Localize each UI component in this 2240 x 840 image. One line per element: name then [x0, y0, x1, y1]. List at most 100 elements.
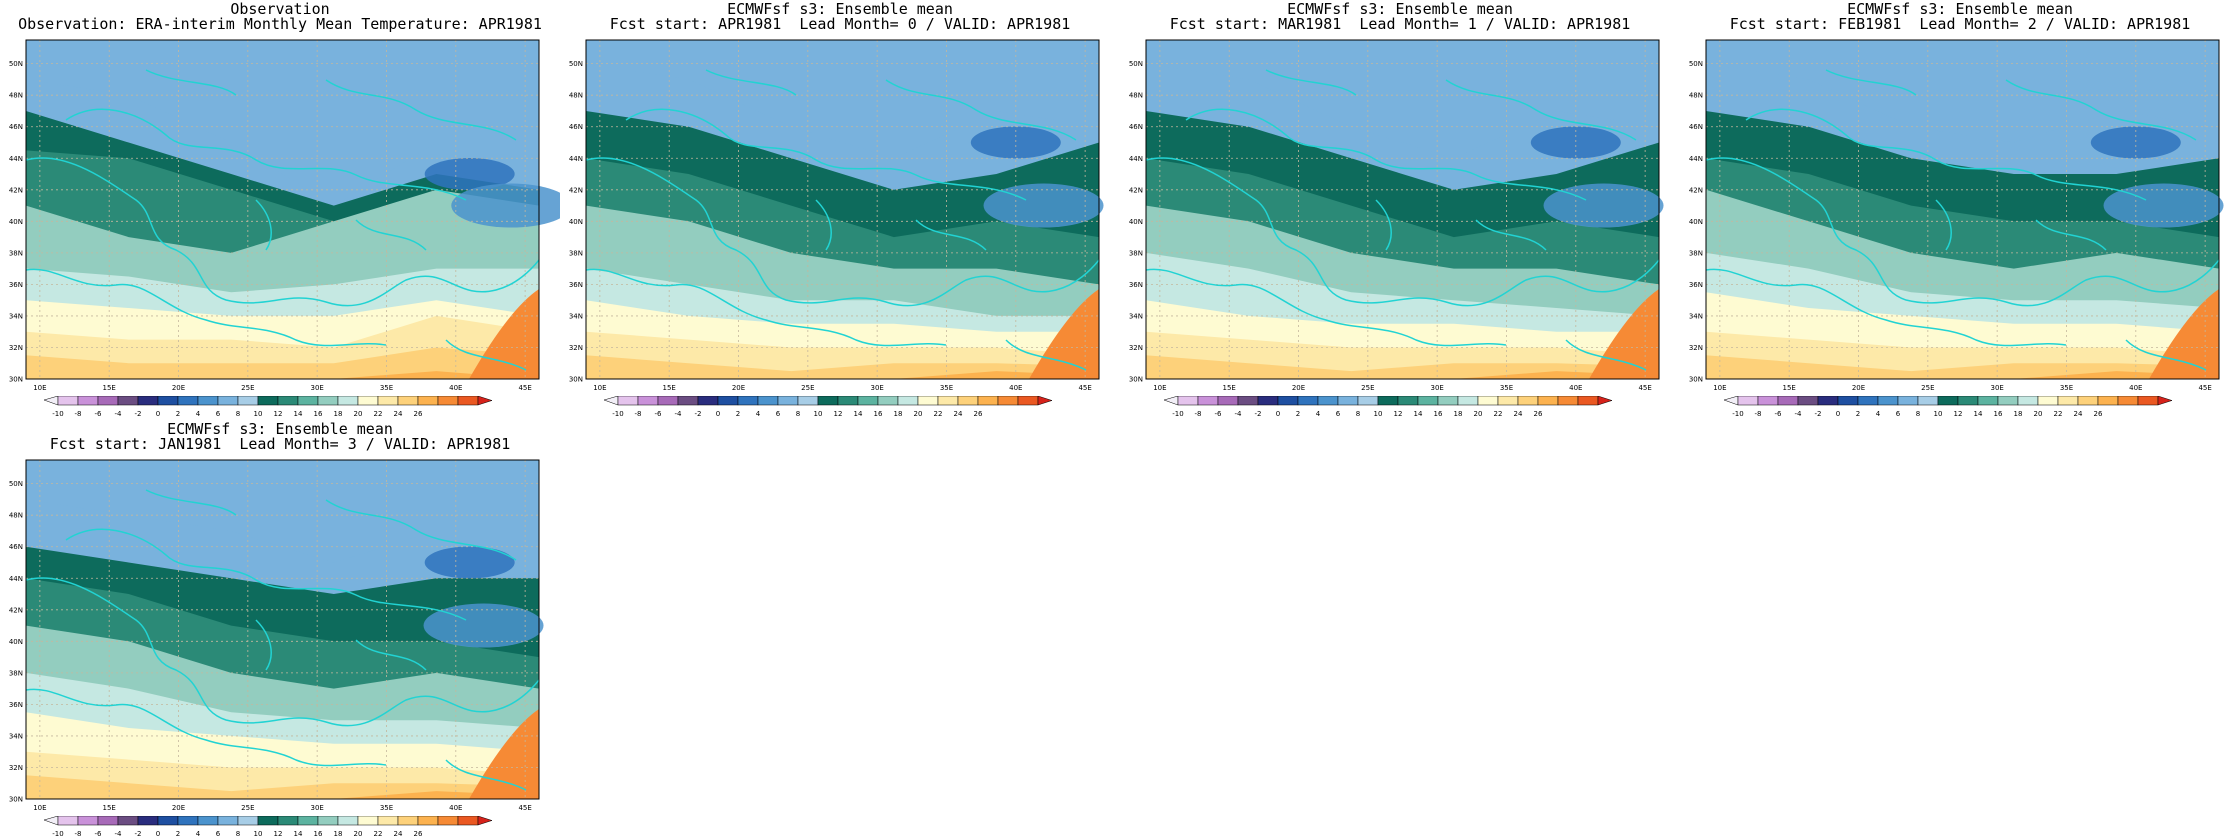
map-panel: Observation Observation: ERA-interim Mont… — [0, 0, 560, 420]
lat-tick-label: 42N — [569, 186, 583, 194]
colorbar-swatch — [297, 816, 319, 826]
colorbar-swatch — [1497, 396, 1519, 406]
lat-tick-label: 46N — [9, 123, 23, 131]
coastline — [145, 489, 517, 561]
temperature-band — [26, 371, 539, 379]
colorbar: -10 -8 -6 -4 -2 0 2 4 6 8 10 12 14 16 18 20 22 24 26 — [43, 396, 493, 418]
lon-tick-label: 15E — [103, 804, 116, 812]
colorbar-swatch — [357, 816, 379, 826]
lon-tick-label: 25E — [241, 384, 254, 392]
lat-tick-label: 44N — [569, 155, 583, 163]
lon-tick-label: 40E — [2129, 384, 2142, 392]
colorbar-label: 8 — [236, 410, 240, 418]
colorbar-swatch — [2137, 396, 2159, 406]
colorbar-label: 22 — [2054, 410, 2063, 418]
temperature-band — [1706, 371, 2219, 379]
lat-tick-label: 50N — [1129, 60, 1143, 68]
lon-tick-label: 30E — [310, 804, 323, 812]
colorbar-label: 6 — [776, 410, 781, 418]
lon-tick-label: 10E — [1713, 384, 1726, 392]
colorbar-swatch — [277, 816, 299, 826]
lon-tick-label: 20E — [172, 384, 185, 392]
lat-tick-label: 48N — [9, 92, 23, 100]
colorbar-label: 12 — [1954, 410, 1963, 418]
lat-tick-label: 32N — [1689, 344, 1703, 352]
lat-tick-label: 50N — [569, 60, 583, 68]
lat-tick-label: 32N — [9, 344, 23, 352]
coastline — [25, 157, 540, 307]
colorbar-label: 10 — [1374, 410, 1383, 418]
colorbar-label: -2 — [135, 410, 142, 418]
colorbar-label: -4 — [115, 410, 123, 418]
lon-tick-label: 40E — [1569, 384, 1582, 392]
panel-subtitle: Fcst start: JAN1981 Lead Month= 3 / VALI… — [49, 435, 511, 453]
colorbar-swatch — [1457, 396, 1479, 406]
map-panel: ECMWFsf s3: Ensemble mean Fcst start: APR… — [560, 0, 1120, 420]
lat-tick-label: 40N — [1129, 218, 1143, 226]
colorbar-swatch — [1517, 396, 1539, 406]
lat-tick-label: 48N — [1689, 92, 1703, 100]
colorbar-swatch — [117, 816, 139, 826]
colorbar-label: 16 — [314, 410, 323, 418]
colorbar-label: 26 — [414, 410, 423, 418]
colorbar-label: -2 — [1255, 410, 1262, 418]
colorbar-swatch — [437, 396, 459, 406]
coastline — [1185, 108, 1587, 201]
colorbar-label: 18 — [334, 830, 343, 838]
colorbar-swatch — [1837, 396, 1859, 406]
colorbar-label: 6 — [1336, 410, 1341, 418]
colorbar-swatch — [437, 816, 459, 826]
colorbar-swatch — [1577, 396, 1599, 406]
coastline — [1705, 268, 2067, 347]
colorbar-swatch — [177, 396, 199, 406]
colorbar-label: 4 — [1316, 410, 1321, 418]
colorbar: -10 -8 -6 -4 -2 0 2 4 6 8 10 12 14 16 18 20 22 24 26 — [1723, 396, 2173, 418]
colorbar-label: 14 — [1414, 410, 1423, 418]
colorbar-swatch — [297, 396, 319, 406]
colorbar-label: 0 — [1836, 410, 1840, 418]
lat-tick-label: 44N — [9, 155, 23, 163]
colorbar-label: -4 — [1795, 410, 1803, 418]
colorbar-swatch — [1437, 396, 1459, 406]
lon-tick-label: 15E — [103, 384, 116, 392]
cold-anomaly — [451, 183, 560, 228]
lon-tick-label: 10E — [593, 384, 606, 392]
colorbar-label: -6 — [95, 410, 103, 418]
coastline — [585, 157, 1100, 307]
colorbar-label: 16 — [874, 410, 883, 418]
lat-tick-label: 40N — [9, 218, 23, 226]
lat-tick-label: 34N — [569, 312, 583, 320]
colorbar-label: -4 — [115, 830, 123, 838]
colorbar-label: 12 — [834, 410, 843, 418]
colorbar-label: 2 — [1856, 410, 1860, 418]
lat-tick-label: 34N — [1689, 312, 1703, 320]
colorbar-swatch — [1197, 396, 1219, 406]
colorbar-label: 6 — [216, 830, 221, 838]
colorbar-swatch — [817, 396, 839, 406]
lat-tick-label: 34N — [9, 312, 23, 320]
colorbar-swatch — [97, 816, 119, 826]
colorbar-swatch — [797, 396, 819, 406]
colorbar-label: 26 — [2094, 410, 2103, 418]
colorbar-label: 18 — [894, 410, 903, 418]
temperature-map: 10E 15E 20E 25E 30E 35E 40E 45E 30N 32N 34N 36N 38N 4… — [1129, 39, 1664, 392]
colorbar-swatch — [157, 816, 179, 826]
colorbar-swatch — [317, 816, 339, 826]
lon-tick-label: 25E — [1921, 384, 1934, 392]
colorbar-swatch — [777, 396, 799, 406]
lon-tick-label: 45E — [518, 804, 531, 812]
coastline — [1705, 157, 2220, 307]
colorbar-label: -4 — [1235, 410, 1243, 418]
coastline — [25, 688, 387, 767]
colorbar-swatch — [657, 396, 679, 406]
colorbar-label: -4 — [675, 410, 683, 418]
colorbar-label: 2 — [176, 830, 180, 838]
colorbar-swatch — [397, 396, 419, 406]
cold-anomaly — [424, 546, 515, 579]
colorbar-swatch — [97, 396, 119, 406]
lat-tick-label: 48N — [1129, 92, 1143, 100]
lon-tick-label: 35E — [2060, 384, 2073, 392]
lon-tick-label: 45E — [518, 384, 531, 392]
colorbar-swatch — [257, 396, 279, 406]
colorbar-swatch — [917, 396, 939, 406]
